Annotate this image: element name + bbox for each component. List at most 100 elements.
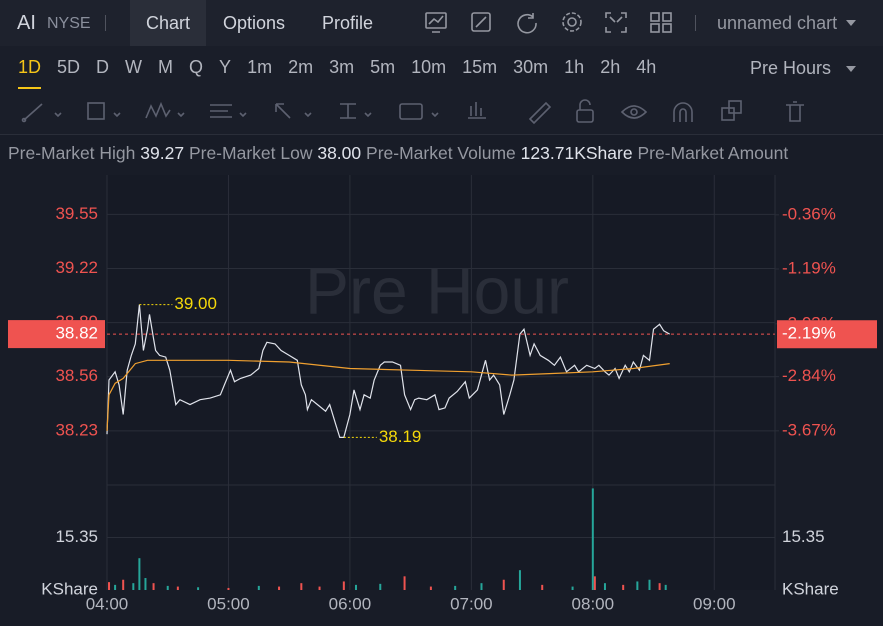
volume-bar — [664, 584, 667, 590]
annotation-label: 38.19 — [379, 427, 422, 446]
volume-bar — [176, 586, 179, 590]
draw-icon[interactable] — [471, 12, 491, 32]
timeframe-row: 1D 5D D W M Q Y 1m 2m 3m 5m 10m 15m 30m 1h 2h 4h Pre Hou… — [0, 46, 883, 90]
timeframe[interactable]: M — [158, 57, 174, 77]
x-tick-label: 09:00 — [693, 594, 736, 613]
volume-bar — [591, 488, 594, 590]
volume-bar — [403, 576, 406, 590]
timeframe[interactable]: 3m — [329, 57, 355, 77]
volume-bar — [227, 587, 230, 590]
x-tick-label: 04:00 — [86, 594, 129, 613]
volume-bar — [278, 586, 281, 590]
volume-bar — [518, 570, 521, 590]
volume-bar — [197, 587, 200, 590]
timeframe[interactable]: 30m — [513, 57, 549, 77]
volume-bar — [541, 584, 544, 590]
volume-bar — [354, 584, 357, 590]
volume-bar — [454, 585, 457, 590]
last-price-label: 38.82 — [55, 324, 98, 343]
timeframe[interactable]: 5D — [57, 57, 81, 77]
timeframe[interactable]: 1D — [18, 57, 42, 89]
dropdown-arrow — [846, 66, 856, 72]
indicator-icon[interactable] — [425, 12, 447, 33]
volume-tick-label: 15.35 — [782, 527, 825, 546]
price-line — [106, 359, 670, 431]
eye-tool[interactable] — [620, 105, 648, 119]
timeframe[interactable]: 5m — [370, 57, 396, 77]
symbol: AI — [17, 12, 36, 34]
volume-bar — [300, 583, 303, 590]
timeframe[interactable]: 10m — [411, 57, 447, 77]
timeframe[interactable]: Y — [219, 57, 232, 77]
timeframe[interactable]: 15m — [462, 57, 498, 77]
volume-bar — [593, 576, 596, 590]
arrow-tool[interactable] — [275, 103, 312, 119]
settings-icon[interactable] — [562, 12, 582, 32]
layout-icon[interactable] — [650, 12, 672, 33]
volume-bar — [480, 583, 483, 590]
timeframe[interactable]: 2h — [600, 57, 621, 77]
exchange: NYSE — [47, 15, 91, 32]
y-tick-label: 38.56 — [55, 366, 98, 385]
timeframe-list: 1D 5D D W M Q Y 1m 2m 3m 5m 10m 15m 30m 1h 2h 4h — [18, 57, 656, 89]
volume-bar — [132, 583, 135, 590]
label-tool[interactable] — [399, 103, 439, 120]
timeframe[interactable]: Q — [189, 57, 204, 77]
wave-tool[interactable] — [145, 101, 185, 119]
measure-tool[interactable] — [340, 103, 372, 119]
volume-bar — [603, 583, 606, 590]
plot-background — [107, 175, 775, 590]
tab[interactable]: Options — [223, 13, 286, 33]
timeframe[interactable]: D — [96, 57, 110, 77]
annotation-label: 39.00 — [174, 294, 217, 313]
y2-tick-label: -2.84% — [782, 366, 836, 385]
pen-tool[interactable] — [528, 101, 552, 125]
tab[interactable]: Profile — [322, 13, 374, 33]
timeframe[interactable]: W — [125, 57, 143, 77]
stat-value: 39.27 — [140, 143, 185, 163]
last-change-box — [777, 320, 877, 349]
stat-value: 38.00 — [317, 143, 362, 163]
drawing-icons — [21, 99, 804, 125]
stat-value: 123.71KShare — [520, 143, 633, 163]
y2-tick-label: -1.19% — [782, 258, 836, 277]
x-tick-label: 07:00 — [450, 594, 493, 613]
stat-label: Pre-Market Volume — [366, 143, 516, 163]
trendline-tool[interactable] — [21, 103, 62, 123]
volume-bar — [502, 579, 505, 590]
volume-bar — [257, 585, 260, 590]
volume-bar — [144, 578, 147, 590]
last-change-label: -2.19% — [782, 324, 836, 343]
volume-bar — [138, 558, 141, 590]
timeframe[interactable]: 1h — [564, 57, 585, 77]
timeframe[interactable]: 4h — [636, 57, 657, 77]
clone-tool[interactable] — [721, 100, 742, 121]
timeframe[interactable]: 1m — [247, 57, 273, 77]
volume-bar — [108, 582, 111, 590]
x-tick-label: 05:00 — [207, 594, 250, 613]
chart-name[interactable]: unnamed chart — [717, 13, 838, 33]
rect-tool[interactable] — [87, 102, 121, 120]
delete-tool[interactable] — [786, 101, 804, 122]
watermark: Pre Hour — [305, 253, 569, 327]
volume-bar — [622, 584, 625, 590]
drawing-tools — [0, 90, 883, 135]
y-tick-label: 38.23 — [55, 420, 98, 439]
separator — [695, 15, 696, 31]
tab[interactable]: Chart — [146, 13, 191, 33]
refresh-icon[interactable] — [517, 13, 537, 34]
volume-bar — [648, 579, 651, 590]
timeframe[interactable]: 2m — [288, 57, 314, 77]
lock-tool[interactable] — [576, 99, 594, 123]
session-select[interactable]: Pre Hours — [750, 58, 832, 78]
y-tick-label: 39.55 — [55, 204, 98, 223]
magnet-tool[interactable] — [673, 102, 693, 122]
stat-label: Pre-Market Amount — [637, 143, 789, 163]
bars-tool[interactable] — [468, 102, 486, 119]
volume-bar — [571, 586, 574, 590]
fullscreen-icon[interactable] — [605, 12, 627, 33]
last-price-box — [8, 320, 105, 349]
stat-label: Pre-Market Low — [188, 143, 313, 163]
text-tool[interactable] — [210, 104, 247, 118]
